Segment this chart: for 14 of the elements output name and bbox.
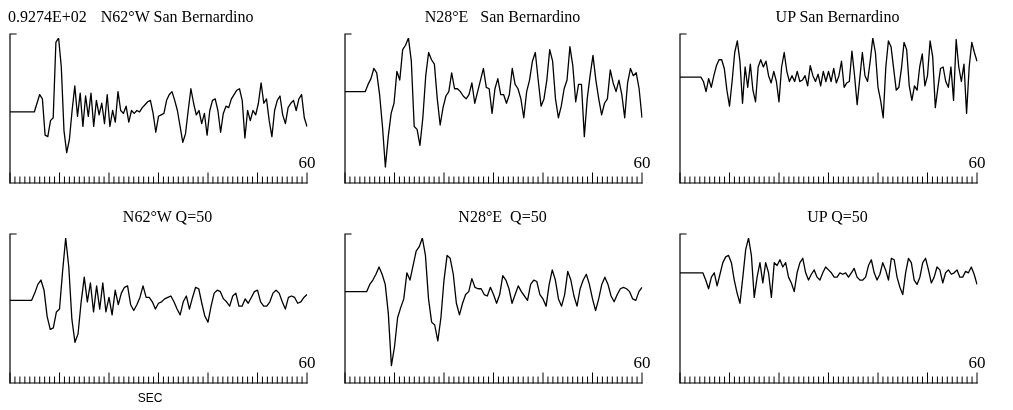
annotation: 60 [633, 352, 651, 372]
annotation: 60 [298, 352, 316, 372]
chart-title: N62°W Q=50 [122, 208, 213, 226]
chart-title: N28°E Q=50 [458, 208, 547, 226]
annotation: 60 [298, 152, 316, 172]
x-axis-title: SEC [136, 391, 164, 405]
annotation: 60 [968, 352, 986, 372]
chart-title: N28°E San Bernardino [424, 8, 581, 26]
chart-title: UP San Bernardino [775, 8, 900, 26]
chart-title: UP Q=50 [807, 208, 868, 226]
annotation: 60 [633, 152, 651, 172]
chart-title: N62°W San Bernardino [100, 8, 254, 26]
annotation: 60 [968, 152, 986, 172]
text: 0.9274E+02 [8, 8, 87, 26]
